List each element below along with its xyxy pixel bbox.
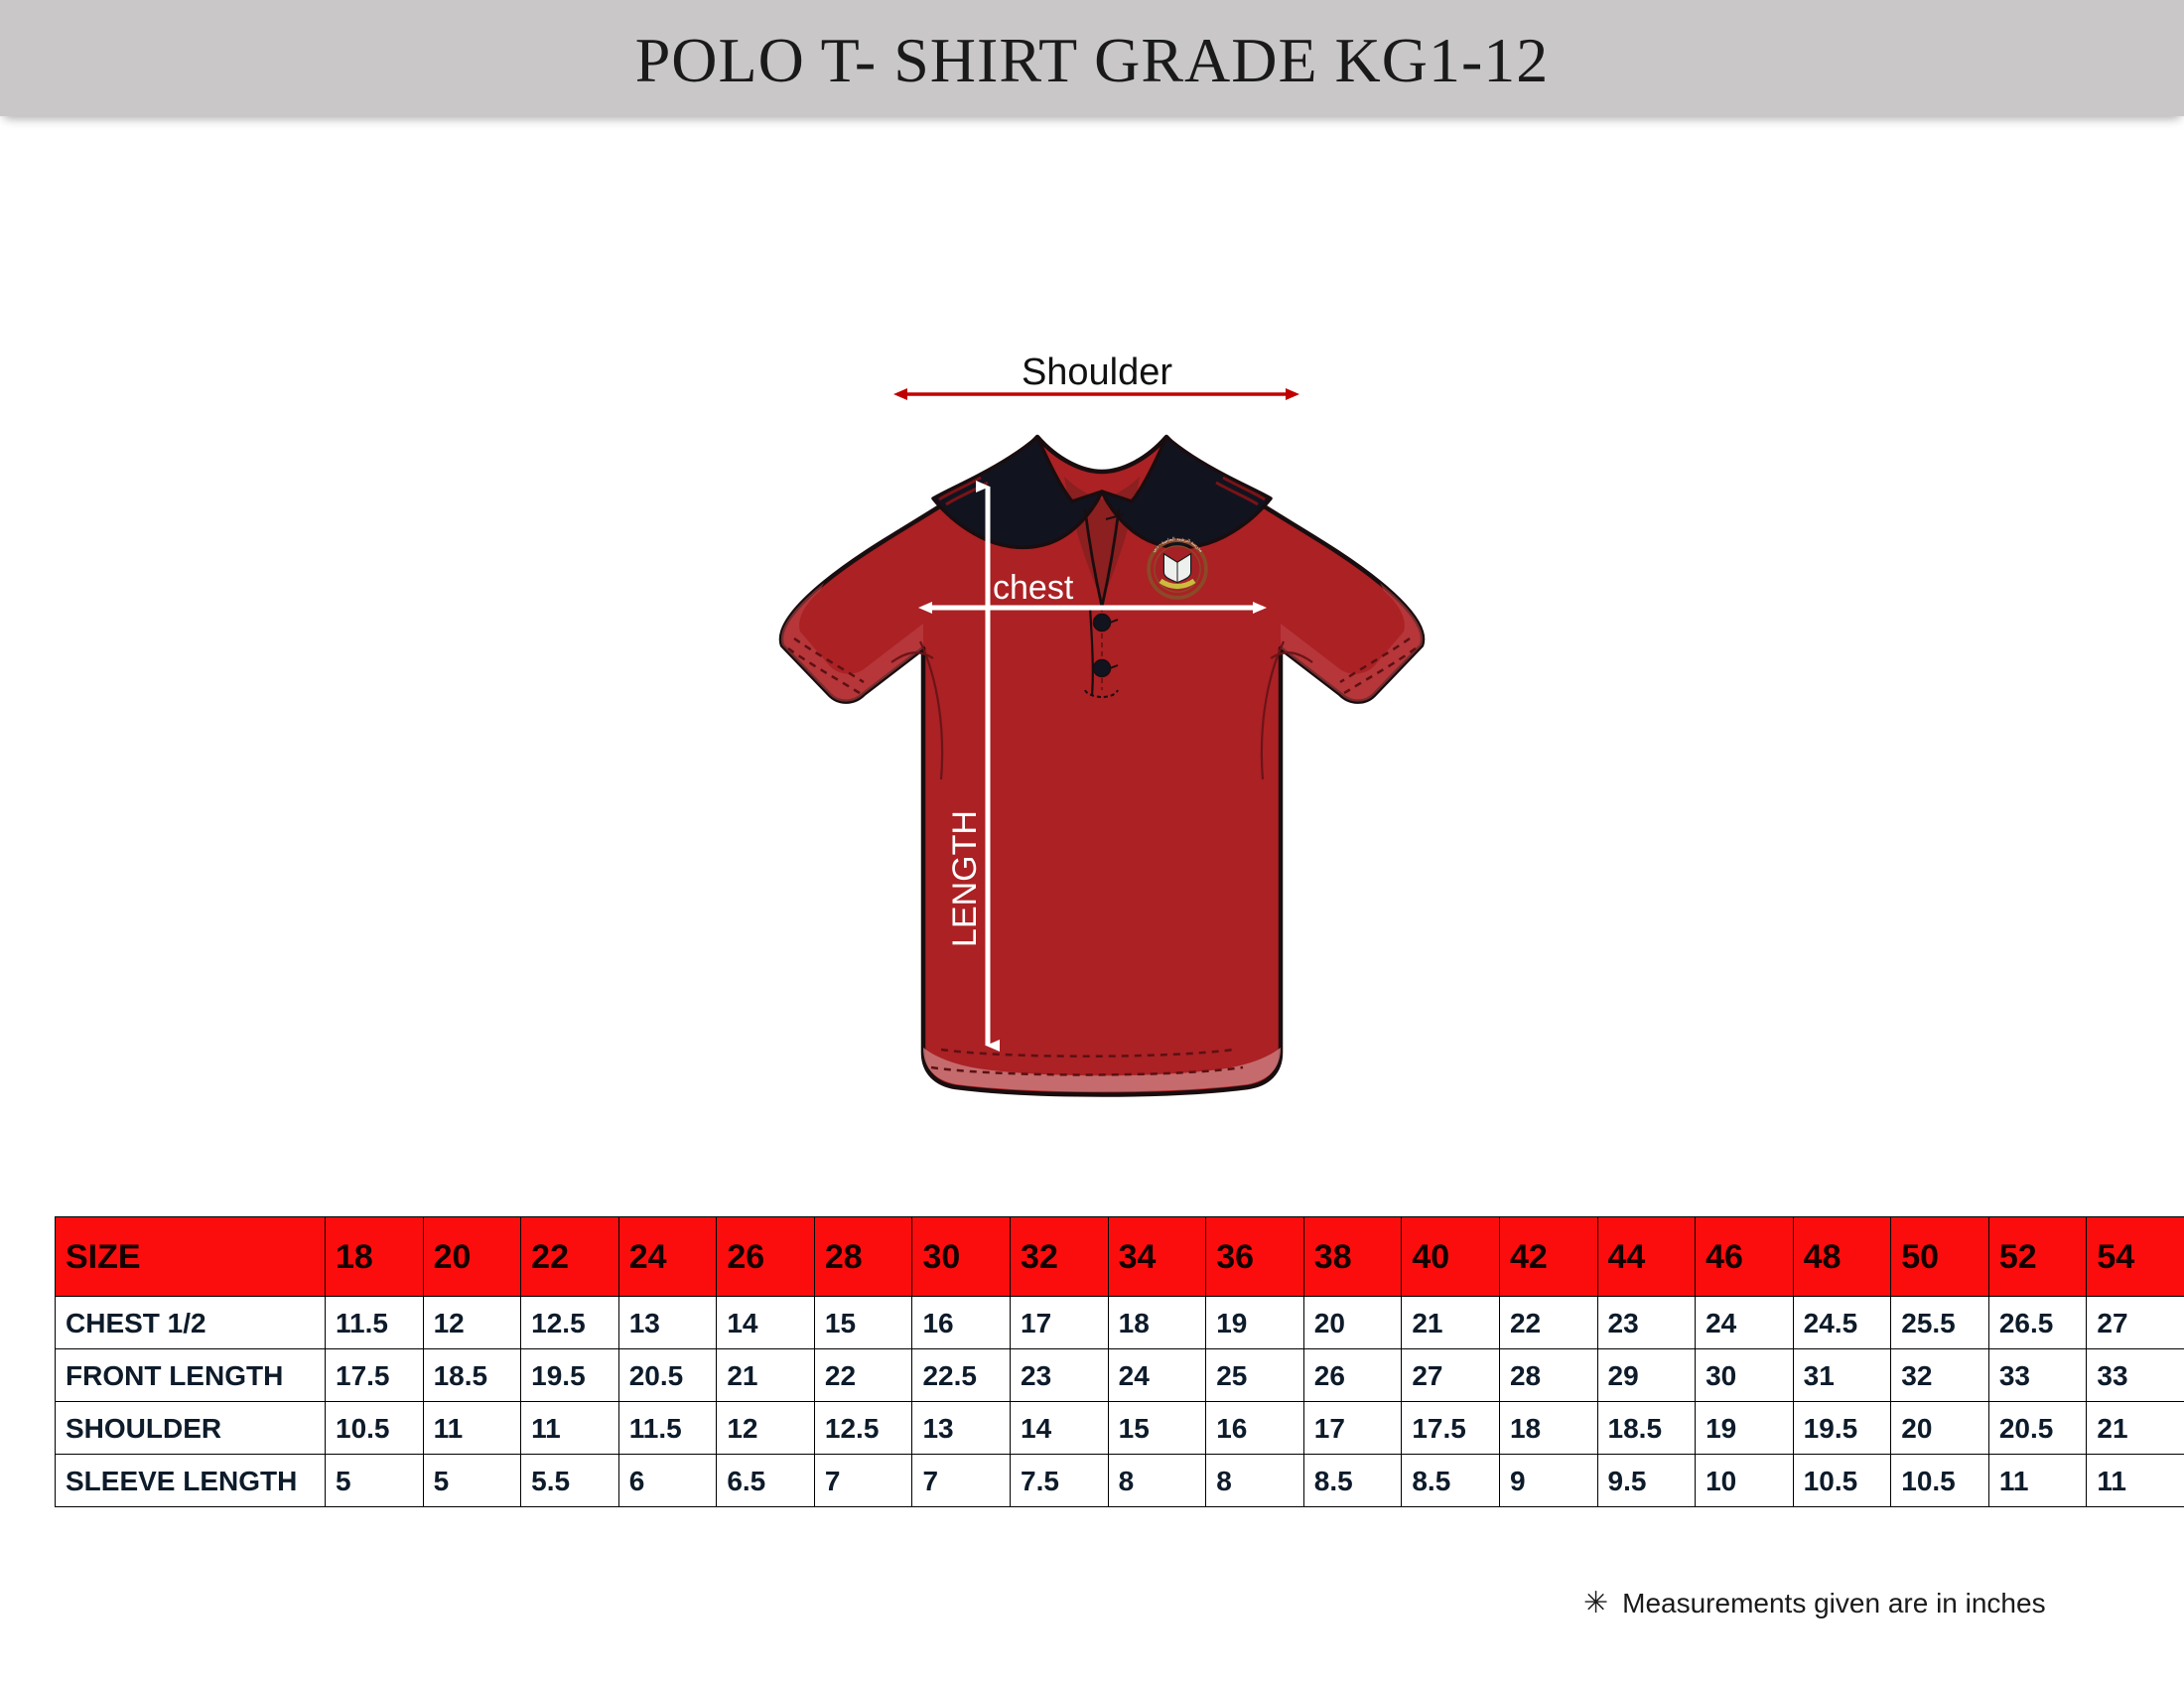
svg-text:Shoulder: Shoulder — [1022, 352, 1172, 393]
svg-text:LENGTH: LENGTH — [946, 810, 984, 947]
svg-text:chest: chest — [993, 569, 1074, 607]
